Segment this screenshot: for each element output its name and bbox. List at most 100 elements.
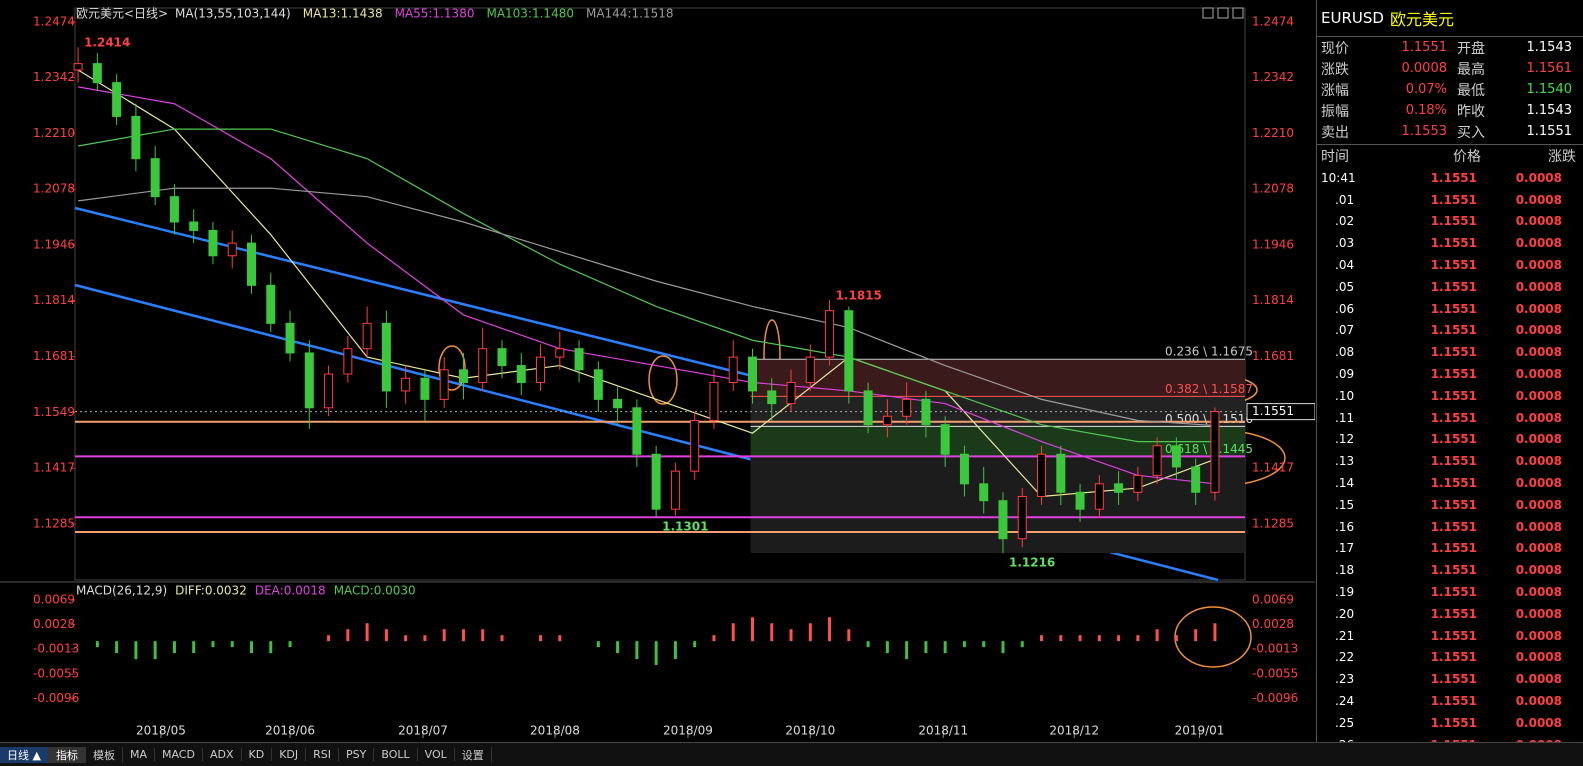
trade-change: 0.0008 — [1515, 410, 1562, 425]
candle-body — [285, 322, 295, 354]
trade-row: 10:41 1.1551 0.0008 — [1317, 167, 1583, 189]
trade-price: 1.1551 — [1430, 694, 1477, 709]
y-tick-label: 1.1946 — [33, 237, 75, 251]
toolbar-tab[interactable]: RSI — [306, 748, 339, 761]
window-icon[interactable] — [1217, 7, 1229, 19]
side-panel: EURUSD 欧元美元 现价 1.1551 开盘 1.1543 涨跌 0.0008 最高 1.15… — [1316, 0, 1583, 752]
candle-body — [555, 348, 565, 358]
candle-body — [844, 310, 854, 392]
x-tick-label: 2018/09 — [663, 724, 713, 738]
quote-value: 1.1561 — [1526, 61, 1573, 76]
y-tick-label: 1.1814 — [33, 293, 75, 307]
fib-label: 0.618 \ 1.1445 — [1165, 442, 1253, 456]
candle-body — [863, 390, 873, 426]
period-button[interactable]: 日线 ▲ — [0, 746, 49, 763]
candle-body — [651, 453, 661, 510]
highlight-ellipse — [438, 345, 466, 391]
trade-row: .14 1.1551 0.0008 — [1317, 472, 1583, 494]
trade-row: .09 1.1551 0.0008 — [1317, 363, 1583, 385]
trade-header: 时间 价格 涨跌 — [1317, 144, 1583, 167]
trade-price: 1.1551 — [1430, 628, 1477, 643]
fib-label: 0.500 \ 1.1516 — [1165, 412, 1253, 426]
trade-row: .05 1.1551 0.0008 — [1317, 276, 1583, 298]
x-tick-label: 2018/11 — [918, 724, 968, 738]
x-tick-label: 2018/05 — [136, 724, 186, 738]
legend-entry: MA(13,55,103,144) — [175, 7, 291, 21]
y-tick-label: 1.2342 — [1252, 70, 1294, 84]
macd-legend: DIFF:0.0032 — [175, 584, 247, 598]
candle-body — [747, 356, 757, 392]
quote-label: 振幅 — [1321, 103, 1349, 120]
trade-row: .10 1.1551 0.0008 — [1317, 385, 1583, 407]
candle-body — [304, 352, 314, 409]
candle-body — [1133, 474, 1143, 493]
quote-row: 振幅 0.18% 昨收 1.1543 — [1317, 100, 1583, 121]
y-tick-label: -0.0013 — [33, 641, 79, 655]
trade-time: .10 — [1335, 388, 1355, 403]
trade-change: 0.0008 — [1515, 279, 1562, 294]
quote-value: 1.1553 — [1401, 124, 1448, 139]
x-tick-label: 2018/12 — [1049, 724, 1099, 738]
candle-body — [381, 322, 391, 392]
trade-row: .15 1.1551 0.0008 — [1317, 494, 1583, 516]
last-price-box — [1246, 403, 1315, 421]
toolbar-tab[interactable]: VOL — [418, 748, 455, 761]
trade-price: 1.1551 — [1430, 279, 1477, 294]
toolbar-tab[interactable]: 模板 — [86, 746, 123, 763]
toolbar-tab[interactable]: MA — [123, 748, 155, 761]
quote-label: 涨跌 — [1321, 61, 1349, 78]
quote-label: 最低 — [1457, 82, 1485, 99]
toolbar-tab[interactable]: BOLL — [374, 748, 418, 761]
trade-row: .13 1.1551 0.0008 — [1317, 450, 1583, 472]
trade-row: .23 1.1551 0.0008 — [1317, 668, 1583, 690]
window-icon[interactable] — [1202, 7, 1214, 19]
toolbar-tab[interactable]: MACD — [155, 748, 203, 761]
trade-time: .17 — [1335, 541, 1355, 556]
candle-body — [767, 390, 777, 405]
candle-body — [227, 242, 237, 257]
trade-row: .07 1.1551 0.0008 — [1317, 320, 1583, 342]
candle-body — [1171, 445, 1181, 468]
quote-label: 涨幅 — [1321, 82, 1349, 99]
toolbar-tab[interactable]: KD — [242, 748, 273, 761]
chart-title: 欧元美元<日线> — [76, 7, 168, 21]
toolbar-tab[interactable]: 设置 — [455, 746, 492, 763]
candle-body — [150, 158, 160, 198]
quote-label: 卖出 — [1321, 124, 1349, 141]
x-tick-label: 2019/01 — [1175, 724, 1225, 738]
fib-zone — [750, 456, 1245, 554]
trade-change: 0.0008 — [1515, 541, 1562, 556]
trade-change: 0.0008 — [1515, 606, 1562, 621]
toolbar-tab[interactable]: PSY — [339, 748, 375, 761]
trade-change: 0.0008 — [1515, 170, 1562, 185]
candle-body — [516, 365, 526, 383]
trade-price: 1.1551 — [1430, 345, 1477, 360]
trade-time: .18 — [1335, 563, 1355, 578]
trade-time: .07 — [1335, 323, 1355, 338]
candle-body — [92, 63, 102, 84]
y-tick-label: 1.1549 — [33, 405, 75, 419]
trade-time: .24 — [1335, 694, 1355, 709]
fib-zone — [750, 359, 1245, 397]
chart: 欧元美元<日线> MA(13,55,103,144) MA13:1.1438 MA5… — [0, 7, 1315, 738]
y-tick-label: 0.0028 — [1252, 617, 1294, 631]
candle-body — [420, 377, 430, 400]
quote-label: 开盘 — [1457, 40, 1485, 57]
toolbar-tab[interactable]: ADX — [203, 748, 242, 761]
toolbar-tab[interactable]: KDJ — [272, 748, 307, 761]
candle-body — [959, 453, 969, 485]
highlight-ellipse — [1174, 606, 1252, 668]
highlight-ellipse — [648, 355, 678, 405]
quote-row: 涨跌 0.0008 最高 1.1561 — [1317, 58, 1583, 79]
trade-change: 0.0008 — [1515, 650, 1562, 665]
candle-body — [1056, 453, 1066, 493]
trade-time: .01 — [1335, 192, 1355, 207]
y-tick-label: 1.2474 — [33, 14, 75, 28]
fib-label: 0.382 \ 1.1587 — [1165, 382, 1253, 396]
trade-change: 0.0008 — [1515, 476, 1562, 491]
trade-change: 0.0008 — [1515, 497, 1562, 512]
trade-change: 0.0008 — [1515, 258, 1562, 273]
toolbar-tab[interactable]: 指标 — [48, 746, 86, 763]
y-tick-label: 0.0069 — [33, 592, 75, 606]
window-icon[interactable] — [1232, 7, 1244, 19]
